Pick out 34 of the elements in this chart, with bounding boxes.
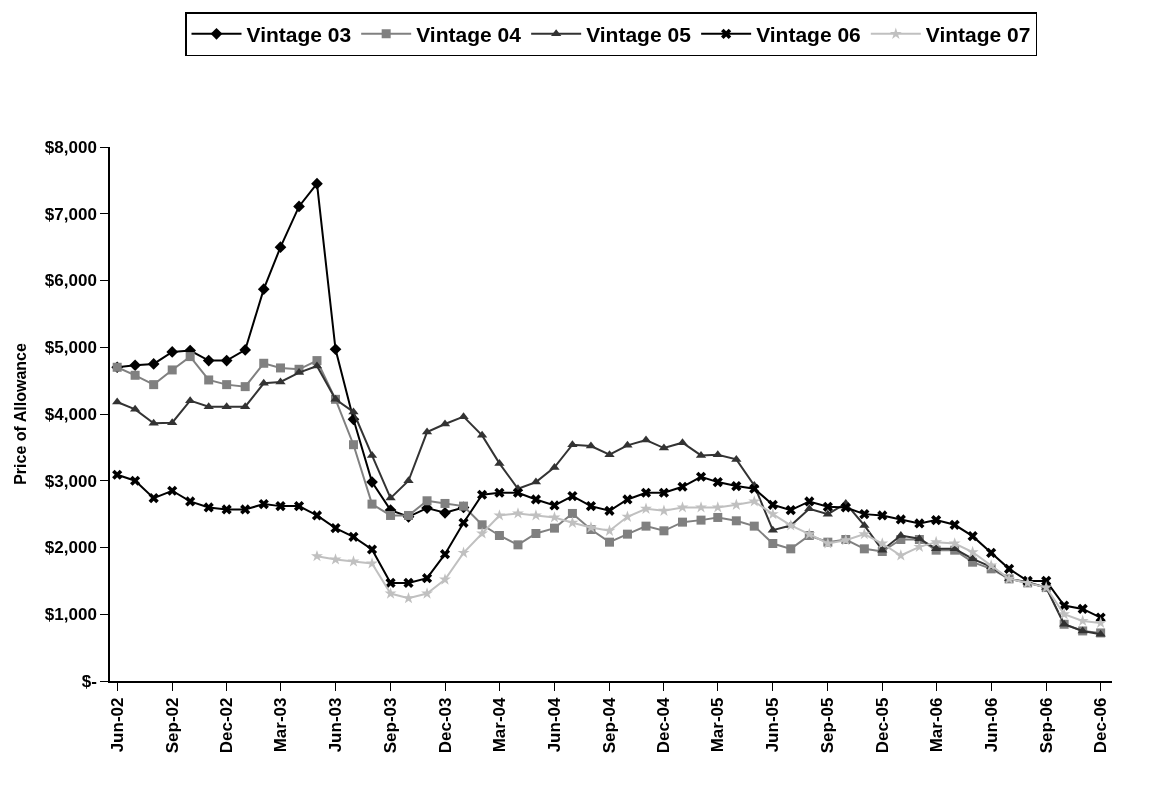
legend-label: Vintage 07 — [925, 23, 1031, 47]
x-tick-label: Mar-04 — [489, 697, 509, 753]
y-tick-label: $1,000 — [44, 605, 97, 625]
x-tick-label: Sep-05 — [818, 697, 838, 754]
x-tick-label: Mar-06 — [926, 697, 946, 753]
legend-label: Vintage 06 — [756, 23, 861, 47]
y-axis-title: Price of Allowance — [12, 343, 30, 485]
x-tick-label: Sep-03 — [381, 697, 401, 754]
x-tick-label: Dec-06 — [1091, 697, 1111, 754]
y-tick-label: $8,000 — [44, 137, 97, 157]
x-tick-label: Dec-04 — [654, 697, 674, 754]
y-tick-label: $6,000 — [44, 271, 97, 291]
x-tick-label: Mar-03 — [271, 697, 291, 753]
x-tick-label: Dec-02 — [217, 697, 237, 754]
x-tick-label: Sep-02 — [162, 697, 182, 754]
x-tick-label: Mar-05 — [708, 697, 728, 753]
y-tick-label: $3,000 — [44, 471, 97, 491]
y-tick-label: $4,000 — [44, 404, 97, 424]
y-tick-label: $5,000 — [44, 338, 97, 358]
y-tick-label: $2,000 — [44, 538, 97, 558]
y-tick-label: $7,000 — [44, 204, 97, 224]
x-tick-label: Dec-03 — [435, 697, 455, 754]
x-tick-label: Jun-06 — [981, 697, 1001, 753]
x-tick-label: Jun-05 — [763, 697, 783, 753]
y-tick-label: $- — [81, 671, 97, 691]
x-tick-label: Jun-04 — [544, 697, 564, 753]
x-tick-label: Jun-02 — [107, 697, 127, 753]
x-tick-label: Jun-03 — [326, 697, 346, 753]
legend-label: Vintage 04 — [416, 23, 522, 47]
legend-label: Vintage 03 — [246, 23, 352, 47]
x-tick-label: Dec-05 — [872, 697, 892, 754]
x-tick-label: Sep-06 — [1036, 697, 1056, 754]
x-tick-label: Sep-04 — [600, 697, 620, 754]
legend-label: Vintage 05 — [586, 23, 692, 47]
